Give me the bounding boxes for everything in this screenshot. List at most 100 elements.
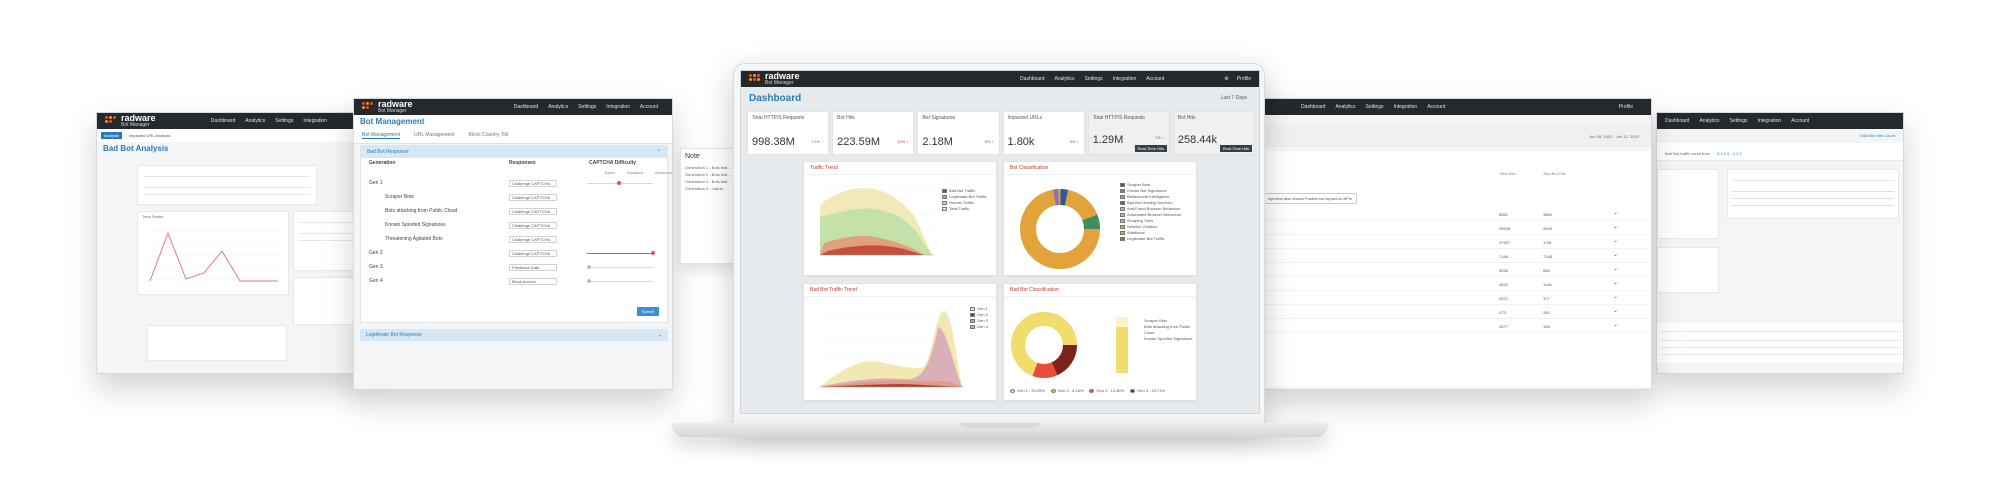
nav-analytics[interactable]: Analytics — [245, 118, 266, 124]
bad-bot-hits-cell: 330 — [1543, 310, 1550, 315]
nav-account[interactable]: Account — [1427, 104, 1446, 110]
total-hits-cell: 7148 — [1499, 254, 1508, 259]
gen-percent-legend: Gen 1 : 33.25% Gen 2 : 4.18% Gen 3 : 13.… — [1010, 388, 1165, 394]
response-select[interactable]: Challenge CAPTCHA — [509, 249, 557, 257]
chevron-down-icon[interactable]: ⌄ — [1613, 280, 1619, 286]
total-hits-cell: 4525 — [1499, 282, 1508, 287]
response-select[interactable]: Challenge CAPTCHA — [509, 221, 557, 229]
gen4-slice — [1011, 312, 1077, 378]
profile-link[interactable]: Profile — [1236, 76, 1251, 82]
nav-account[interactable]: Account — [1146, 76, 1165, 82]
tab-bot-management[interactable]: Bot Management — [362, 132, 401, 139]
nav: Dashboard Analytics Settings Integration — [211, 118, 327, 124]
table-row[interactable]: 4525 1146 ⌄ — [1263, 277, 1651, 291]
tab-url-management[interactable]: URL Management — [414, 132, 455, 138]
left-column — [1657, 169, 1719, 239]
nav-account[interactable]: Account — [639, 104, 658, 110]
chevron-down-icon[interactable]: ⌄ — [1613, 224, 1619, 230]
nav-account[interactable]: Account — [1791, 118, 1810, 124]
management-tabs: Bot Management URL Management Block Coun… — [354, 128, 672, 144]
table-row[interactable]: 373 330 ⌄ — [1263, 305, 1651, 319]
submit-button[interactable]: Submit — [636, 307, 659, 316]
nav-dashboard[interactable]: Dashboard — [1665, 118, 1690, 124]
tooltip: Injection also shows Posted bot impact o… — [1263, 193, 1357, 204]
nav-settings[interactable]: Settings — [275, 118, 294, 124]
time-filter[interactable]: Last 7 Days — [1220, 95, 1247, 101]
nav-dashboard[interactable]: Dashboard — [1020, 76, 1045, 82]
response-select[interactable]: Challenge CAPTCHA — [509, 207, 557, 215]
metric-card: Bot Hits 12% ↑ 223.59M — [832, 111, 915, 155]
table-row[interactable]: 7148 7148 ⌄ — [1263, 249, 1651, 263]
bad-bot-response-panel: Bad Bot Response ⌃ Generation Responses … — [360, 145, 672, 323]
nav-integration[interactable]: Integration — [1393, 104, 1418, 110]
nav-analytics[interactable]: Analytics — [1335, 104, 1356, 110]
column-headers: Generation Responses CAPTCHA Difficulty — [369, 160, 637, 166]
nav-settings[interactable]: Settings — [1729, 118, 1748, 124]
realtime-button[interactable]: Real-Time Hits — [1134, 145, 1167, 152]
response-select[interactable]: Challenge CAPTCHA — [509, 235, 557, 243]
response-select[interactable]: Challenge CAPTCHA — [509, 193, 557, 201]
chevron-down-icon[interactable]: ⌄ — [1613, 266, 1619, 272]
response-row: Gen 4 Block Access — [361, 274, 667, 288]
tab-impacted-url[interactable]: Impacted URL Analysis — [128, 133, 171, 138]
gear-icon[interactable]: ⚙ — [1224, 76, 1229, 82]
bad-bot-area — [820, 245, 924, 255]
bad-bot-classification-panel: Bad Bot Classification Scraper Bots Bots… — [1003, 283, 1197, 401]
legit-bot-header[interactable]: Legitimate Bot Response ⌄ — [360, 329, 668, 341]
nav-dashboard[interactable]: Dashboard — [513, 104, 539, 110]
logo: radware Bot Manager — [105, 114, 156, 128]
response-row: Bots attacking from Public Cloud Challeng… — [361, 204, 667, 218]
tab-block-country[interactable]: Block Country Toll — [468, 132, 509, 138]
response-select[interactable]: Challenge CAPTCHA — [509, 179, 557, 187]
table-row[interactable]: 5536 556 ⌄ — [1263, 263, 1651, 277]
traffic-trend-chart — [820, 184, 934, 256]
nav-settings[interactable]: Settings — [1084, 76, 1103, 82]
nav-integration[interactable]: Integration — [1112, 76, 1137, 82]
analytics-screen: Dashboard Analytics Settings Integration… — [1262, 98, 1652, 390]
section-header[interactable]: Bad Bot Response ⌃ — [361, 146, 667, 158]
nav-analytics[interactable]: Analytics — [548, 104, 569, 110]
bad-bot-hits-cell: 556 — [1543, 268, 1550, 273]
table-row[interactable]: 47927 1781 ⌄ — [1263, 235, 1651, 249]
header-row: Bad Bot traffic count from 3.1.0.4 - 2.2… — [1657, 143, 1903, 161]
chevron-down-icon[interactable]: ⌄ — [1613, 210, 1619, 216]
nav-settings[interactable]: Settings — [1365, 104, 1384, 110]
table-row[interactable]: 3372 377 ⌄ — [1263, 291, 1651, 305]
chevron-down-icon[interactable]: ⌄ — [1613, 252, 1619, 258]
table-row[interactable]: 8562 3850 ⌄ — [1263, 207, 1651, 221]
chevron-down-icon[interactable]: ⌄ — [1613, 238, 1619, 244]
nav-integration[interactable]: Integration — [606, 104, 630, 110]
table-body: 8562 3850 ⌄ 25938 2639 ⌄ 47927 1781 ⌄ 7148 7148 ⌄ 55… — [1263, 207, 1651, 333]
date-range[interactable]: Jun 05, 2020 - Jun 12, 2020 — [1589, 134, 1639, 139]
response-row: Threatening Agitated Bots Challenge CAPTC… — [361, 232, 667, 246]
table-row[interactable]: 4377 108 ⌄ — [1263, 319, 1651, 333]
difficulty-slider[interactable] — [587, 180, 653, 185]
nav-dashboard[interactable]: Dashboard — [210, 118, 236, 124]
nav-integration[interactable]: Integration — [1757, 118, 1782, 124]
response-select[interactable]: Block Access — [509, 277, 557, 285]
realtime-button[interactable]: Real-Time Hits — [1219, 145, 1253, 152]
chevron-down-icon[interactable]: ⌄ — [1613, 308, 1619, 314]
difficulty-slider[interactable] — [587, 264, 653, 269]
profile-link[interactable]: Profile — [1618, 104, 1633, 110]
difficulty-slider[interactable] — [587, 278, 653, 283]
nav-analytics[interactable]: Analytics — [1699, 118, 1720, 124]
nav-integration[interactable]: Integration — [303, 118, 327, 124]
response-select[interactable]: Feedback Data — [509, 263, 557, 271]
chevron-down-icon[interactable]: ⌄ — [657, 332, 662, 338]
metric-card: Impacted URLs 3% ↑ 1.80k — [1002, 111, 1085, 155]
chevron-down-icon[interactable]: ⌄ — [1613, 294, 1619, 300]
table-panel: Injection also shows Posted bot impact o… — [1263, 151, 1651, 387]
chevron-up-icon[interactable]: ⌃ — [656, 149, 661, 155]
chevron-down-icon[interactable]: ⌄ — [1613, 322, 1619, 328]
metric-card-realtime: Total HTTP/S Requests 7% ↑ 1.29M Real-Ti… — [1087, 111, 1170, 155]
nav-settings[interactable]: Settings — [578, 104, 597, 110]
nav-analytics[interactable]: Analytics — [1054, 76, 1075, 82]
nav-dashboard[interactable]: Dashboard — [1301, 104, 1326, 110]
time-series-panel: Time Series — [137, 211, 289, 295]
series-line — [149, 231, 278, 282]
tab-analysis[interactable]: Analysis — [101, 132, 122, 139]
difficulty-slider[interactable] — [587, 250, 655, 255]
logo: radware Bot Manager — [362, 100, 413, 114]
table-row[interactable]: 25938 2639 ⌄ — [1263, 221, 1651, 235]
